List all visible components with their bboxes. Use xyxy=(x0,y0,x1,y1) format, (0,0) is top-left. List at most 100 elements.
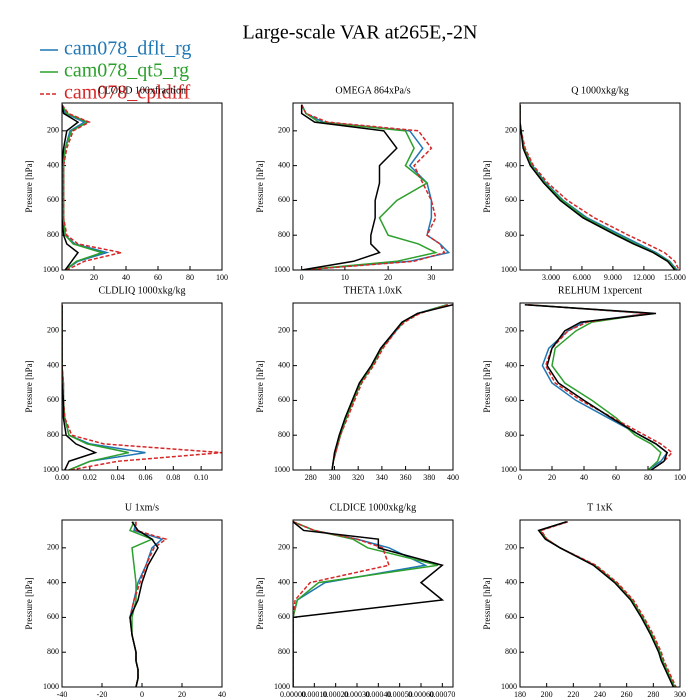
profile-line xyxy=(300,104,398,270)
x-tick-label: 0.00 xyxy=(55,473,69,482)
x-tick-label: 20 xyxy=(90,273,98,282)
x-tick-label: 60 xyxy=(612,473,620,482)
y-tick-label: 800 xyxy=(278,647,290,656)
axes-frame xyxy=(519,519,681,688)
x-tick-label: 280 xyxy=(647,690,659,699)
x-tick-label: 320 xyxy=(352,473,364,482)
x-tick-label: 0.06 xyxy=(138,473,152,482)
y-tick-label: 400 xyxy=(47,360,59,369)
y-tick-label: 400 xyxy=(47,160,59,169)
x-tick-label: -20 xyxy=(97,690,108,699)
y-tick-label: 800 xyxy=(505,647,517,656)
axes-frame xyxy=(292,302,454,471)
profile-line xyxy=(331,304,453,470)
profile-line xyxy=(520,104,677,270)
profile-line xyxy=(537,521,675,687)
y-tick-label: 600 xyxy=(278,195,290,204)
y-tick-label: 200 xyxy=(278,326,290,335)
x-tick-label: 0.00070 xyxy=(429,690,455,699)
x-tick-label: 40 xyxy=(218,690,226,699)
x-tick-label: 0.00050 xyxy=(387,690,413,699)
x-tick-label: 0.10 xyxy=(194,473,208,482)
x-tick-label: -40 xyxy=(57,690,68,699)
x-tick-label: 15.000 xyxy=(664,273,686,282)
profile-line xyxy=(527,303,662,470)
y-tick-label: 800 xyxy=(47,230,59,239)
x-tick-label: 40 xyxy=(580,473,588,482)
panel-title: T 1xK xyxy=(587,502,613,513)
panel-title: RELHUM 1xpercent xyxy=(558,285,642,296)
panel-title: CLOUD 100xfraction xyxy=(98,85,186,96)
x-tick-label: 180 xyxy=(514,690,526,699)
x-tick-label: 9.000 xyxy=(604,273,622,282)
legend-label: cam078_cpldiff xyxy=(64,82,191,104)
x-tick-label: 100 xyxy=(216,273,228,282)
x-tick-label: 0.02 xyxy=(83,473,97,482)
profile-line xyxy=(524,303,669,470)
x-tick-label: 0 xyxy=(140,690,144,699)
x-tick-label: 0.04 xyxy=(111,473,125,482)
y-tick-label: 400 xyxy=(47,577,59,586)
x-tick-label: 300 xyxy=(674,690,686,699)
axes-frame xyxy=(61,519,223,688)
y-tick-label: 800 xyxy=(505,230,517,239)
x-tick-label: 10 xyxy=(341,273,349,282)
x-tick-label: 360 xyxy=(400,473,412,482)
axes-frame xyxy=(519,302,681,471)
y-axis-label: Pressure [hPa] xyxy=(482,160,492,212)
panel-title: Q 1000xkg/kg xyxy=(571,85,629,96)
x-tick-label: 20 xyxy=(548,473,556,482)
profile-line xyxy=(300,104,438,270)
y-axis-label: Pressure [hPa] xyxy=(24,577,34,629)
axes-frame xyxy=(519,102,681,271)
x-tick-label: 260 xyxy=(621,690,633,699)
y-tick-label: 1000 xyxy=(43,465,59,474)
profile-line xyxy=(331,304,448,470)
profile-line xyxy=(293,521,445,687)
y-tick-label: 800 xyxy=(47,430,59,439)
x-tick-label: 3.000 xyxy=(542,273,560,282)
y-tick-label: 600 xyxy=(47,195,59,204)
y-tick-label: 600 xyxy=(47,612,59,621)
x-tick-label: 30 xyxy=(427,273,435,282)
y-tick-label: 600 xyxy=(505,612,517,621)
profile-line xyxy=(520,104,680,270)
profile-line xyxy=(538,521,676,687)
y-tick-label: 200 xyxy=(47,326,59,335)
x-tick-label: 0.00000 xyxy=(280,690,306,699)
y-tick-label: 200 xyxy=(278,543,290,552)
y-tick-label: 1000 xyxy=(43,265,59,274)
panel-title: THETA 1.0xK xyxy=(344,285,403,296)
y-tick-label: 200 xyxy=(47,543,59,552)
y-tick-label: 1000 xyxy=(501,265,517,274)
x-tick-label: 0.00020 xyxy=(323,690,349,699)
axes-frame xyxy=(292,519,454,688)
profile-line xyxy=(331,304,449,470)
profile-line xyxy=(62,104,122,270)
x-tick-label: 340 xyxy=(376,473,388,482)
x-tick-label: 0 xyxy=(60,273,64,282)
y-axis-label: Pressure [hPa] xyxy=(255,160,265,212)
y-axis-label: Pressure [hPa] xyxy=(255,577,265,629)
y-tick-label: 600 xyxy=(47,395,59,404)
y-tick-label: 200 xyxy=(505,126,517,135)
axes-frame xyxy=(61,302,223,471)
y-tick-label: 800 xyxy=(505,430,517,439)
y-tick-label: 1000 xyxy=(274,265,290,274)
x-tick-label: 60 xyxy=(154,273,162,282)
profile-line xyxy=(527,303,674,470)
x-tick-label: 20 xyxy=(178,690,186,699)
profile-line xyxy=(62,304,98,470)
profile-line xyxy=(62,304,222,470)
profile-line xyxy=(300,104,446,270)
panel-title: CLDLIQ 1000xkg/kg xyxy=(99,285,186,296)
y-tick-label: 600 xyxy=(505,395,517,404)
y-tick-label: 400 xyxy=(278,160,290,169)
axes-frame xyxy=(61,102,223,271)
x-tick-label: 380 xyxy=(423,473,435,482)
profile-line xyxy=(293,521,391,687)
y-axis-label: Pressure [hPa] xyxy=(255,360,265,412)
x-tick-label: 0.00060 xyxy=(408,690,434,699)
legend-label: cam078_qt5_rg xyxy=(64,60,189,82)
